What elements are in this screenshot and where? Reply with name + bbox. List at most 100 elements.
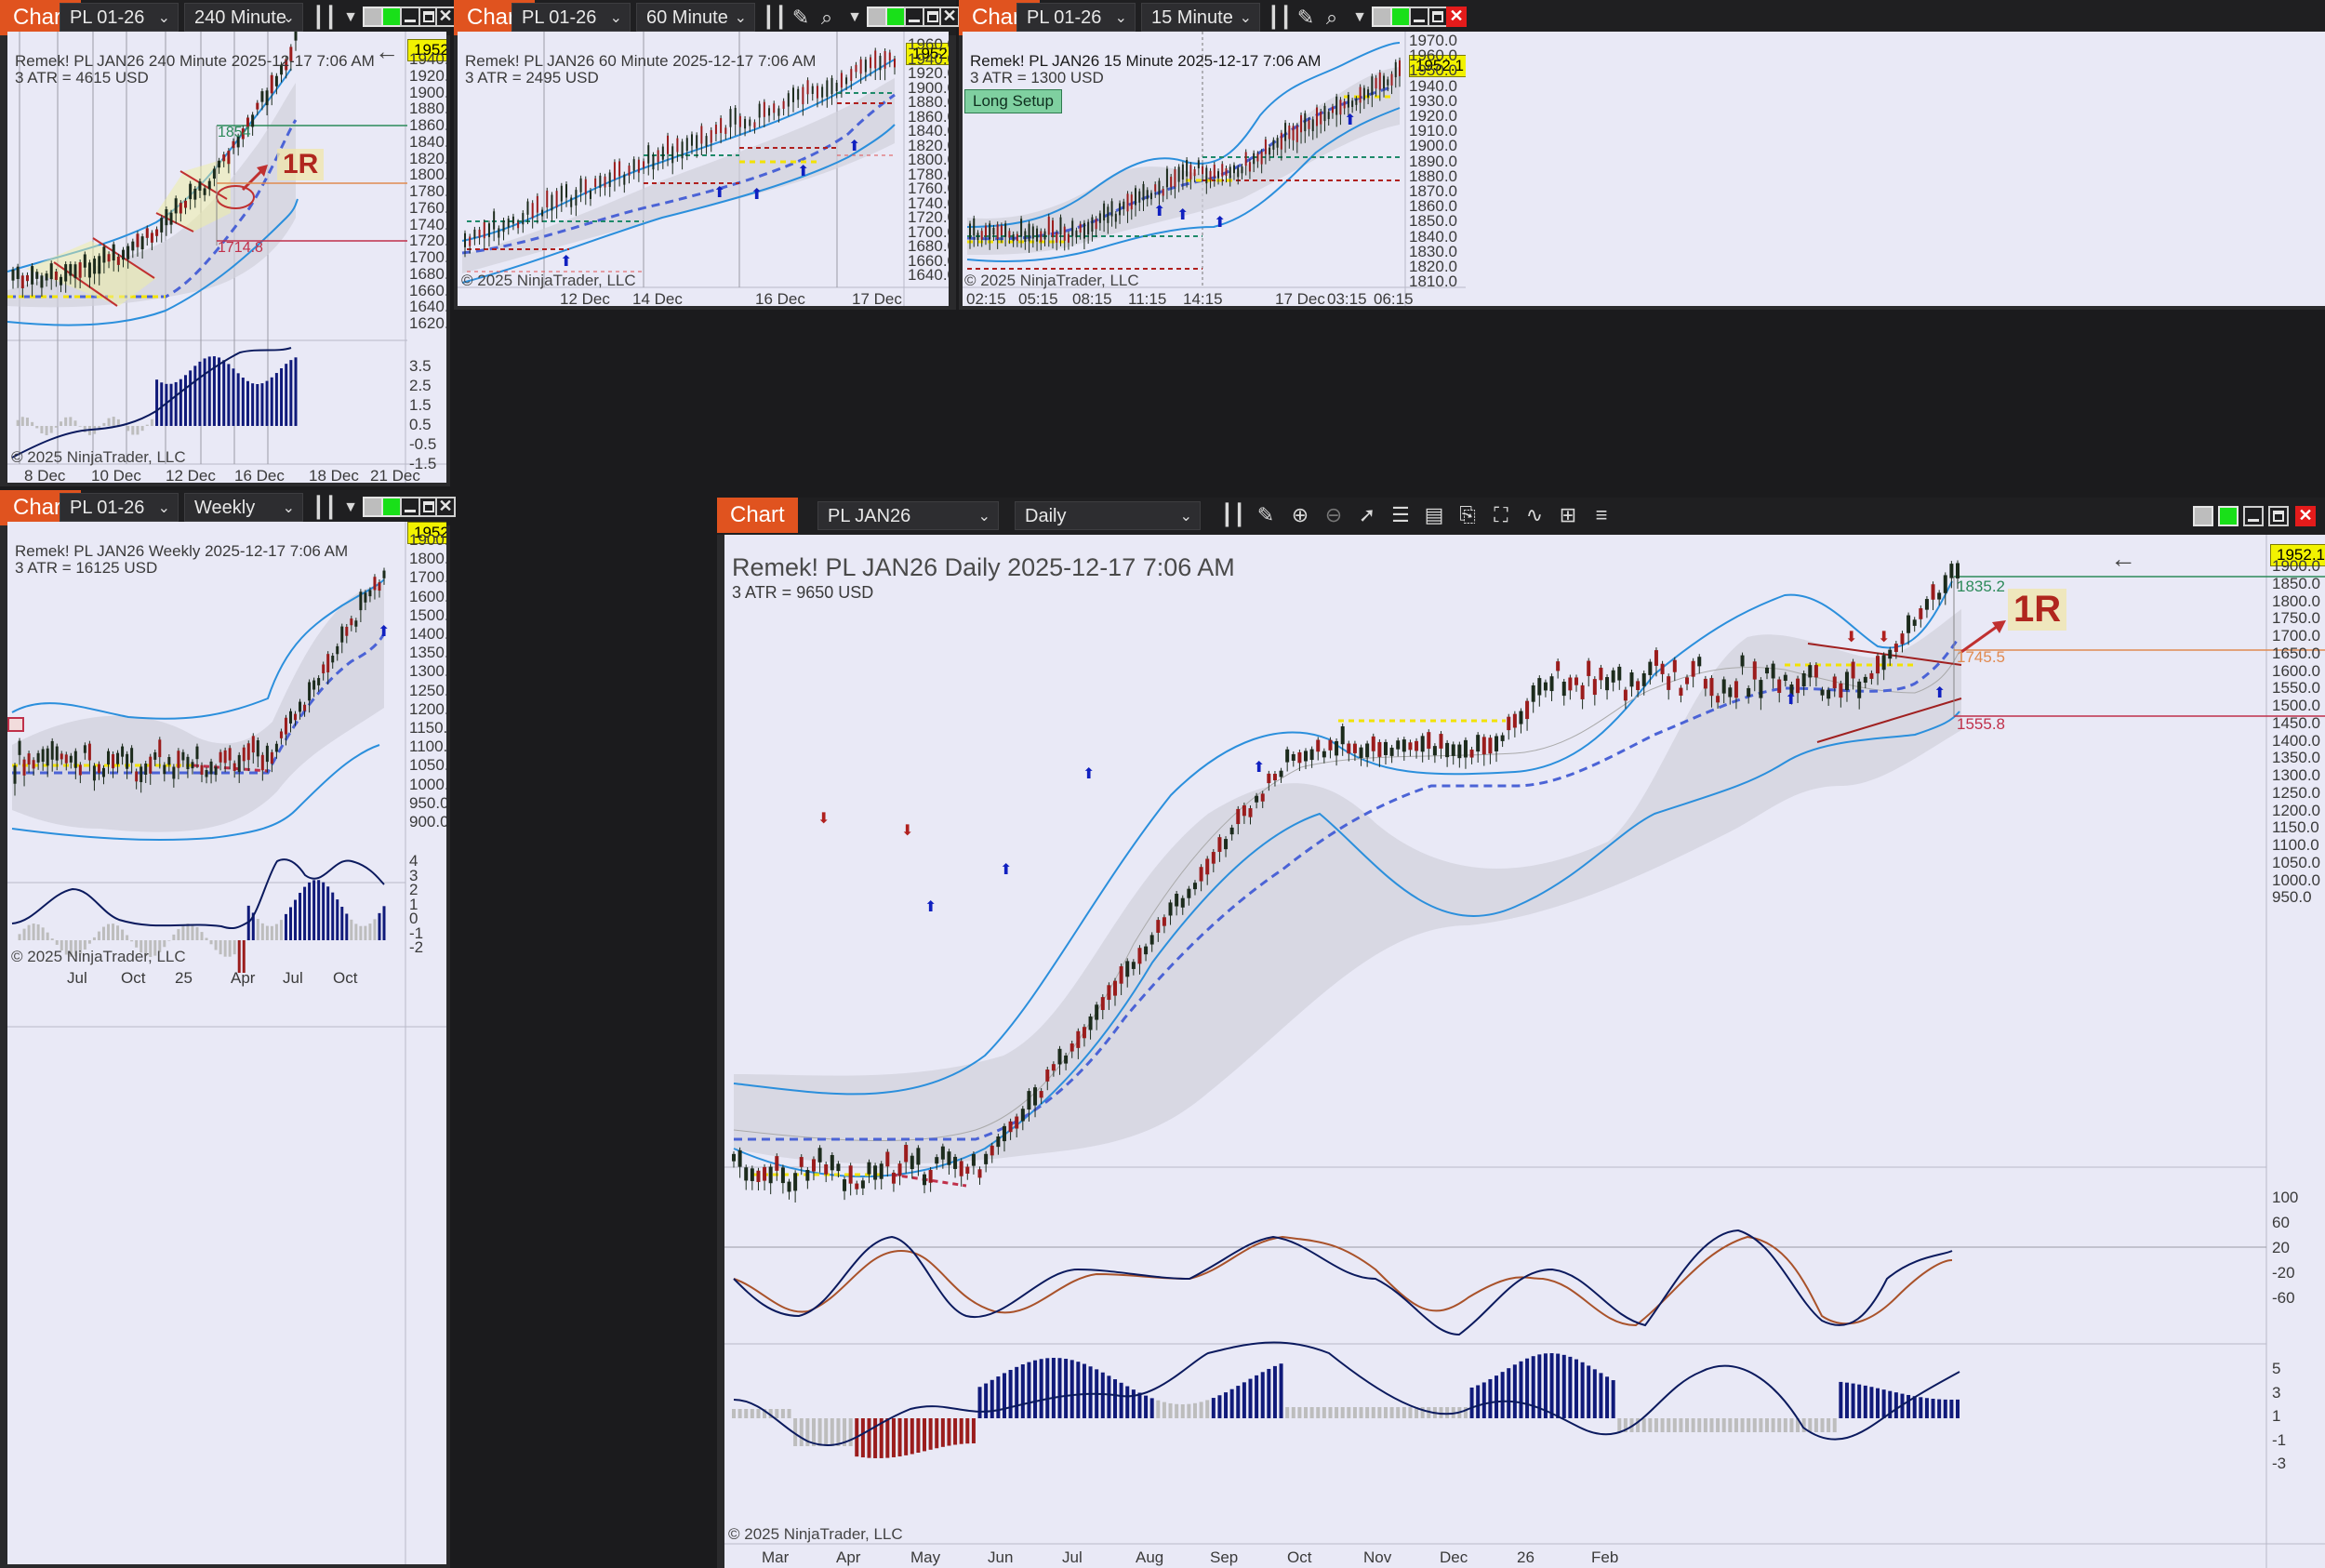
candle-body: [990, 1145, 994, 1156]
histogram-bar: [1187, 1403, 1191, 1418]
candle-body: [78, 262, 82, 278]
price-panel[interactable]: ⬆ Remek! PL JAN26 Weekly 2025-12-17 7:06…: [7, 522, 446, 1564]
link-button[interactable]: [381, 7, 402, 27]
indicator-tick-label: 1: [409, 895, 418, 913]
instrument-selector[interactable]: PL 01-26 ⌄: [1016, 3, 1136, 32]
bar-style-icon[interactable]: ┃┃: [1220, 503, 1246, 526]
histogram-bar: [289, 360, 293, 426]
chart-window-240min: Chart PL 01-26 ⌄ 240 Minute ⌄ ┃┃ ▼ ✕: [0, 0, 456, 486]
histogram-bar: [41, 927, 45, 940]
properties-icon[interactable]: ☰: [1391, 503, 1410, 526]
candle-body: [1229, 827, 1234, 835]
y-tick-label: 1680.0: [908, 237, 949, 255]
zoom-icon[interactable]: ⌕: [1325, 6, 1338, 29]
x-tick-label: 16 Dec: [755, 290, 805, 306]
svg-text:⬆: ⬆: [1344, 113, 1356, 128]
zoom-in-icon[interactable]: ⊕: [1291, 503, 1309, 526]
zoom-out-icon[interactable]: ⊖: [1324, 503, 1343, 526]
candle-body: [750, 1168, 754, 1181]
window-color-button[interactable]: [867, 7, 887, 27]
interval-selector[interactable]: Daily ⌄: [1015, 501, 1201, 530]
chart-menu-button[interactable]: Chart: [717, 498, 798, 533]
histogram-bar: [270, 925, 273, 940]
window-color-button[interactable]: [2193, 506, 2213, 526]
minimize-button[interactable]: [904, 7, 924, 27]
minimize-button[interactable]: [2243, 506, 2264, 526]
close-button[interactable]: ✕: [939, 7, 960, 27]
maximize-button[interactable]: [2268, 506, 2289, 526]
bar-style-icon[interactable]: ┃┃: [1267, 6, 1293, 29]
maximize-button[interactable]: [1428, 7, 1448, 27]
candle-body: [1304, 113, 1307, 132]
interval-selector[interactable]: 240 Minute ⌄: [184, 3, 303, 32]
histogram-bar: [98, 426, 101, 430]
price-panel[interactable]: ⬆ ⬆ ⬆ ⬆ ⬆ Remek! PL JAN26 60 Minute 2025-12-…: [458, 32, 949, 306]
instrument-selector[interactable]: PL JAN26 ⌄: [817, 501, 999, 530]
link-button[interactable]: [1390, 7, 1411, 27]
drawing-tools-icon[interactable]: ⎘: [1459, 503, 1476, 526]
window-color-button[interactable]: [363, 7, 383, 27]
pointer-icon[interactable]: ➚: [1358, 503, 1376, 526]
chevron-down-icon[interactable]: ▼: [343, 9, 358, 25]
link-button[interactable]: [885, 7, 906, 27]
indicator-tick-label: 3.5: [409, 357, 432, 375]
x-tick-label: 14 Dec: [632, 290, 683, 306]
window-color-button[interactable]: [1372, 7, 1392, 27]
interval-selector[interactable]: 15 Minute ⌄: [1141, 3, 1260, 32]
price-panel[interactable]: ← Remek! PL JAN26 240 Minute 2025-12-17 …: [7, 32, 446, 483]
interval-selector[interactable]: Weekly ⌄: [184, 493, 303, 522]
close-button[interactable]: ✕: [435, 497, 456, 517]
candle-body: [116, 256, 120, 265]
maximize-button[interactable]: [418, 7, 439, 27]
chevron-down-icon[interactable]: ▼: [343, 499, 358, 515]
candle-body: [1783, 674, 1787, 681]
y-tick-label: 1900.0: [409, 83, 446, 101]
close-button[interactable]: ✕: [435, 7, 456, 27]
pencil-icon[interactable]: ✎: [1256, 503, 1275, 526]
instrument-selector[interactable]: PL 01-26 ⌄: [60, 493, 179, 522]
close-button[interactable]: ✕: [1446, 7, 1467, 27]
data-box-icon[interactable]: ▤: [1424, 503, 1444, 526]
close-button[interactable]: ✕: [2295, 506, 2316, 526]
chevron-down-icon: ⌄: [1179, 509, 1192, 525]
candle-body: [1747, 687, 1751, 698]
candle-body: [265, 745, 269, 763]
candle-body: [1027, 1091, 1031, 1110]
list-icon[interactable]: ≡: [1595, 503, 1608, 526]
interval-selector[interactable]: 60 Minute ⌄: [636, 3, 755, 32]
strategies-icon[interactable]: ⊞: [1559, 503, 1577, 526]
y-tick-label: 1800.0: [908, 151, 949, 168]
candle-body: [551, 194, 553, 211]
snapshot-icon[interactable]: ⛶: [1494, 503, 1508, 526]
minimize-button[interactable]: [400, 7, 420, 27]
chevron-down-icon[interactable]: ▼: [1352, 9, 1367, 25]
pencil-icon[interactable]: ✎: [791, 6, 810, 29]
instrument-selector[interactable]: PL 01-26 ⌄: [60, 3, 179, 32]
instrument-selector[interactable]: PL 01-26 ⌄: [512, 3, 631, 32]
chevron-down-icon[interactable]: ▼: [847, 9, 862, 25]
indicator-tick-label: -1: [2272, 1430, 2287, 1449]
price-panel[interactable]: ⬆ ⬆ ⬆ ⬆ Remek! PL JAN26 15 Minute 2025-12-1…: [963, 32, 1466, 306]
instrument-value: PL JAN26: [828, 506, 911, 526]
price-panel[interactable]: ⬇ ⬇ ⬇ ⬇ ⬆ ⬆ ⬆ ⬆ ⬆ ⬆ ← Remek! PL JAN26 Daily 2025…: [724, 535, 2325, 1568]
minimize-button[interactable]: [1409, 7, 1429, 27]
histogram-bar: [144, 940, 148, 956]
candle-body: [1335, 740, 1339, 756]
zoom-icon[interactable]: ⌕: [820, 6, 833, 29]
pencil-icon[interactable]: ✎: [1296, 6, 1315, 29]
candle-body: [69, 755, 73, 763]
indicators-icon[interactable]: ∿: [1525, 503, 1544, 526]
minimize-button[interactable]: [400, 497, 420, 517]
candle-body: [1292, 126, 1295, 140]
bar-style-icon[interactable]: ┃┃: [762, 6, 788, 29]
bar-style-icon[interactable]: ┃┃: [312, 6, 338, 29]
interval-value: Daily: [1025, 506, 1067, 526]
price-chart-svg: ←: [7, 32, 446, 483]
link-button[interactable]: [2218, 506, 2239, 526]
candle-body: [73, 264, 77, 279]
window-color-button[interactable]: [363, 497, 383, 517]
bar-style-icon[interactable]: ┃┃: [312, 496, 338, 519]
histogram-bar: [1537, 1354, 1542, 1418]
link-button[interactable]: [381, 497, 402, 517]
level-label-1854: 1854: [218, 125, 251, 140]
